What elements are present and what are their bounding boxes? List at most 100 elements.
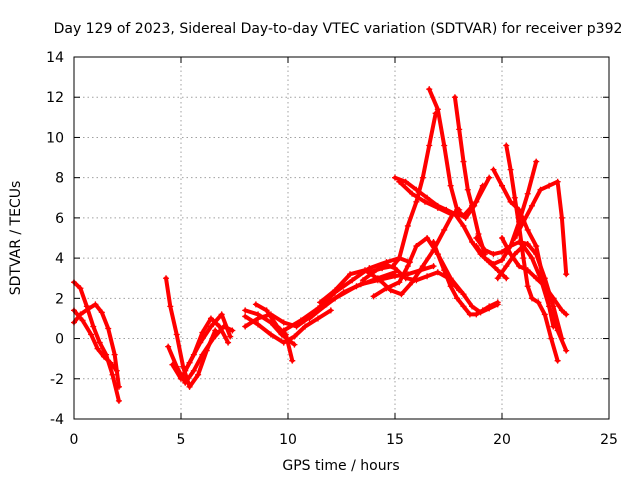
data-point bbox=[473, 311, 480, 318]
data-point bbox=[90, 323, 97, 330]
data-point bbox=[533, 158, 540, 165]
plot-series bbox=[71, 86, 570, 404]
data-point bbox=[511, 235, 518, 241]
data-point bbox=[402, 178, 409, 185]
data-point bbox=[302, 323, 309, 330]
data-point bbox=[190, 367, 197, 374]
data-point bbox=[413, 277, 420, 284]
series-trace bbox=[72, 280, 121, 403]
data-point bbox=[392, 273, 398, 280]
data-point bbox=[434, 106, 441, 113]
data-point bbox=[494, 267, 501, 274]
data-point bbox=[507, 251, 514, 258]
data-point bbox=[479, 182, 486, 189]
data-point bbox=[396, 178, 403, 185]
data-point bbox=[242, 313, 249, 320]
data-point bbox=[537, 186, 544, 193]
data-point bbox=[494, 275, 501, 282]
series-arc-11 bbox=[242, 307, 334, 346]
data-point bbox=[163, 275, 170, 282]
data-point bbox=[541, 283, 548, 290]
data-point bbox=[398, 291, 405, 298]
data-point bbox=[507, 198, 514, 205]
data-point bbox=[327, 307, 334, 314]
series-trace bbox=[253, 302, 295, 363]
data-point bbox=[252, 301, 259, 308]
data-point bbox=[434, 251, 441, 258]
x-tick-label: 0 bbox=[70, 432, 79, 448]
data-point bbox=[190, 351, 197, 358]
series-arc-26 bbox=[494, 243, 570, 354]
data-point bbox=[357, 281, 364, 288]
data-point bbox=[396, 255, 403, 262]
data-point bbox=[524, 283, 531, 290]
x-tick-label: 5 bbox=[177, 432, 186, 448]
data-point bbox=[413, 186, 420, 193]
x-tick-label: 15 bbox=[386, 432, 404, 448]
data-point bbox=[227, 333, 234, 340]
y-tick-label: 12 bbox=[46, 90, 64, 106]
data-point bbox=[199, 329, 206, 336]
data-point bbox=[212, 327, 219, 334]
data-point bbox=[546, 182, 553, 189]
data-point bbox=[499, 249, 505, 256]
data-point bbox=[490, 261, 497, 268]
data-point bbox=[306, 315, 313, 322]
data-point bbox=[210, 335, 217, 342]
data-point bbox=[216, 323, 223, 330]
data-point bbox=[546, 303, 553, 310]
data-point bbox=[520, 255, 527, 262]
data-point bbox=[289, 357, 296, 364]
data-point bbox=[178, 375, 184, 382]
series-trace bbox=[243, 308, 333, 345]
data-point bbox=[503, 263, 510, 270]
data-point bbox=[180, 363, 187, 370]
data-point bbox=[524, 190, 531, 197]
data-point bbox=[507, 166, 514, 173]
data-point bbox=[460, 303, 467, 310]
data-point bbox=[454, 295, 461, 302]
data-point bbox=[548, 335, 555, 342]
data-point bbox=[524, 241, 531, 248]
y-tick-label: 4 bbox=[55, 251, 64, 267]
series-trace bbox=[452, 95, 487, 257]
data-point bbox=[499, 235, 505, 241]
data-point bbox=[563, 311, 570, 318]
axes bbox=[73, 56, 610, 420]
data-point bbox=[409, 190, 416, 197]
data-point bbox=[441, 226, 448, 233]
data-point bbox=[451, 94, 458, 101]
data-point bbox=[563, 347, 570, 354]
y-tick-label: -2 bbox=[50, 372, 64, 388]
data-point bbox=[426, 86, 433, 93]
data-point bbox=[503, 142, 510, 149]
data-point bbox=[77, 285, 84, 292]
series-arc-7 bbox=[182, 315, 232, 374]
series-trace bbox=[72, 302, 121, 389]
data-point bbox=[441, 142, 448, 149]
data-point bbox=[528, 202, 535, 209]
data-point bbox=[359, 277, 366, 284]
data-point bbox=[280, 339, 287, 346]
data-point bbox=[524, 226, 531, 233]
y-tick-label: 2 bbox=[55, 291, 64, 307]
series-trace bbox=[512, 179, 569, 277]
data-point bbox=[404, 271, 411, 278]
data-point bbox=[383, 285, 390, 292]
data-point bbox=[332, 287, 339, 294]
data-point bbox=[479, 307, 486, 314]
data-point bbox=[218, 311, 225, 318]
data-point bbox=[533, 243, 540, 250]
data-point bbox=[280, 319, 287, 326]
data-point bbox=[94, 345, 101, 352]
data-point bbox=[516, 263, 523, 270]
data-point bbox=[424, 194, 431, 201]
data-point bbox=[165, 343, 172, 350]
data-point bbox=[88, 331, 95, 338]
data-point bbox=[282, 331, 289, 338]
x-axis-label: GPS time / hours bbox=[282, 458, 399, 474]
data-point bbox=[207, 315, 214, 322]
data-point bbox=[92, 301, 99, 308]
series-arc-14 bbox=[317, 206, 463, 306]
data-point bbox=[426, 142, 433, 149]
